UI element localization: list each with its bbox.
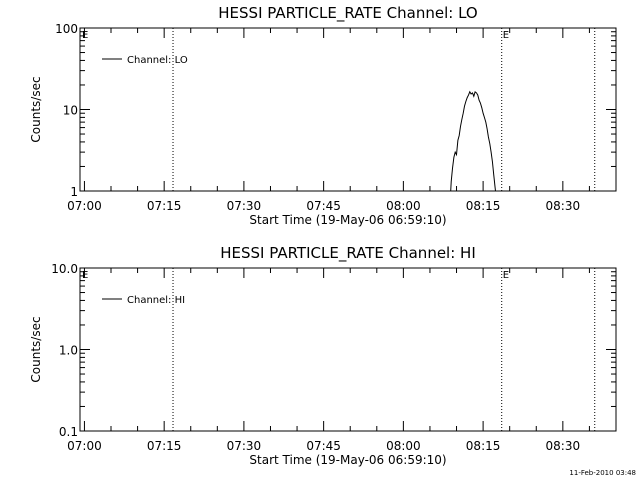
chart-title: HESSI PARTICLE_RATE Channel: LO (218, 4, 478, 22)
chart-title: HESSI PARTICLE_RATE Channel: HI (220, 244, 476, 262)
y-tick-label: 1.0 (59, 344, 78, 358)
y-axis-label: Counts/sec (29, 316, 43, 382)
x-tick-label: 07:15 (147, 199, 182, 213)
x-tick-label: 07:30 (227, 439, 262, 453)
x-axis-label: Start Time (19-May-06 06:59:10) (249, 213, 446, 227)
y-tick-label: 1 (70, 185, 78, 199)
x-tick-label: 07:30 (227, 199, 262, 213)
legend-entry: Channel: LO (127, 55, 188, 66)
x-tick-label: 07:45 (306, 199, 341, 213)
chart-panel-hi: HESSI PARTICLE_RATE Channel: HI 0.1 1.0 10… (0, 240, 640, 480)
time-marker-label: E (503, 30, 509, 41)
chart-plot-lo: 1 10 100 07:00 07:15 07:30 07:45 08:00 08:15 08:3… (29, 22, 617, 227)
corner-label: E (82, 270, 88, 281)
legend-entry: Channel: HI (127, 295, 185, 306)
x-tick-label: 08:30 (546, 439, 581, 453)
y-axis-label: Counts/sec (29, 76, 43, 142)
x-tick-label: 07:15 (147, 439, 182, 453)
x-tick-label: 08:15 (466, 439, 501, 453)
chart-panel-lo: HESSI PARTICLE_RATE Channel: LO 1 10 100 07… (29, 4, 617, 227)
y-tick-label: 0.1 (59, 425, 78, 439)
y-tick-label: 100 (55, 22, 78, 36)
x-axis-label: Start Time (19-May-06 06:59:10) (249, 453, 446, 467)
plot-frame (79, 27, 617, 192)
corner-label: E (82, 30, 88, 41)
y-tick-label: 10.0 (51, 262, 78, 276)
x-tick-label: 08:15 (466, 199, 501, 213)
series-line (450, 90, 496, 191)
x-tick-label: 08:30 (546, 199, 581, 213)
plot-frame (79, 267, 617, 432)
y-tick-label: 10 (63, 104, 78, 118)
x-tick-label: 07:00 (67, 199, 102, 213)
footer-timestamp: 11-Feb-2010 03:48 (569, 469, 636, 477)
chart-plot-hi: 0.1 1.0 10.0 07:00 07:15 07:30 07:45 08:00 08:15… (29, 262, 617, 467)
time-marker-label: E (503, 270, 509, 281)
x-tick-label: 07:00 (67, 439, 102, 453)
x-tick-label: 08:00 (386, 439, 421, 453)
x-tick-label: 07:45 (306, 439, 341, 453)
x-tick-label: 08:00 (386, 199, 421, 213)
